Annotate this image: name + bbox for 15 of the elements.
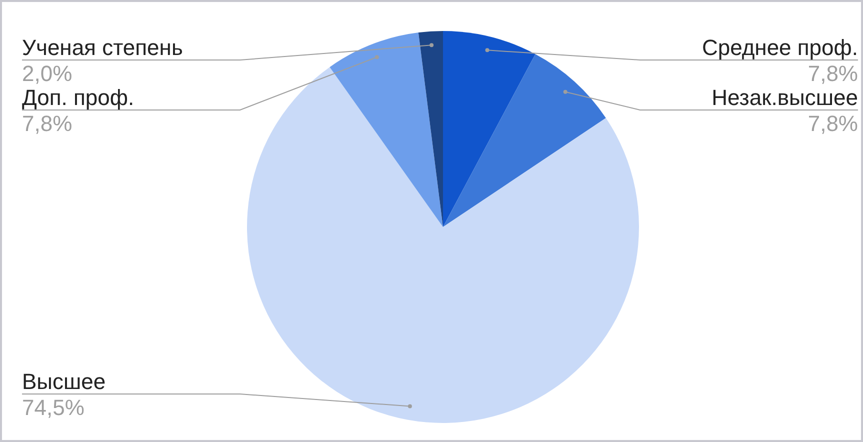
slice-label: Среднее проф.: [702, 35, 858, 60]
pie-slice: [443, 54, 606, 227]
data-label: 74,5%: [22, 395, 84, 420]
data-label: 7,8%: [808, 111, 858, 136]
pie-slice: [247, 67, 639, 423]
slice-label: Высшее: [22, 369, 106, 394]
pie-slice: [330, 32, 443, 227]
data-label: 7,8%: [22, 111, 72, 136]
slice-label: Незак.высшее: [712, 85, 858, 110]
slice-label: Ученая степень: [22, 35, 183, 60]
slice-label: Доп. проф.: [22, 85, 134, 110]
data-label: 7,8%: [808, 61, 858, 86]
data-label: 2,0%: [22, 61, 72, 86]
pie-slice: [443, 31, 536, 227]
pie-slice: [418, 31, 443, 227]
